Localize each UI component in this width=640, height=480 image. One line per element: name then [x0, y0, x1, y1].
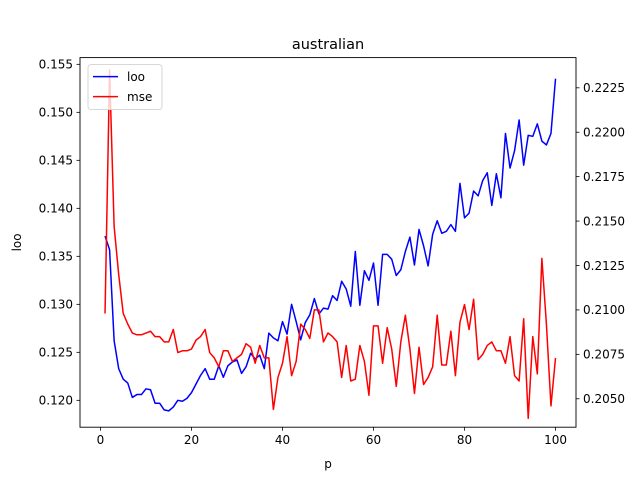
- y-left-tick-label: 0.140: [39, 202, 73, 216]
- y-right-tick-label: 0.2075: [583, 348, 625, 362]
- y-left-tick-label: 0.150: [39, 106, 73, 120]
- y-right-tick-label: 0.2100: [583, 303, 625, 317]
- y-axis-right: 0.2050 0.2075 0.2100 0.2125 0.2150 0.2175 0.22…: [576, 81, 625, 406]
- y-right-tick-label: 0.2200: [583, 126, 625, 140]
- y-left-tick-label: 0.135: [39, 250, 73, 264]
- x-tick-label: 100: [544, 433, 567, 447]
- x-tick-label: 20: [184, 433, 199, 447]
- y-left-tick-label: 0.130: [39, 298, 73, 312]
- x-axis-label: p: [324, 457, 332, 471]
- y-left-tick-label: 0.145: [39, 154, 73, 168]
- legend-label-mse: mse: [127, 90, 152, 104]
- y-left-tick-label: 0.125: [39, 346, 73, 360]
- legend: loo mse: [87, 64, 163, 110]
- y-left-tick-label: 0.155: [39, 58, 73, 72]
- chart-title: australian: [292, 37, 364, 53]
- y-axis-label: loo: [10, 233, 24, 251]
- y-right-tick-label: 0.2225: [583, 81, 625, 95]
- x-tick-label: 60: [366, 433, 381, 447]
- x-axis: 0 20 40 60 80 100: [97, 427, 567, 447]
- series-line-mse: [104, 69, 557, 420]
- y-right-tick-label: 0.2175: [583, 170, 625, 184]
- x-tick-label: 40: [275, 433, 290, 447]
- y-left-tick-label: 0.120: [39, 394, 73, 408]
- y-right-tick-label: 0.2050: [583, 392, 625, 406]
- y-right-tick-label: 0.2125: [583, 259, 625, 273]
- legend-label-loo: loo: [127, 70, 145, 84]
- x-tick-label: 0: [97, 433, 105, 447]
- plot-frame: [79, 57, 577, 428]
- y-right-tick-label: 0.2150: [583, 214, 625, 228]
- series-line-loo: [104, 78, 557, 412]
- plot-lines: [104, 69, 557, 420]
- x-tick-label: 80: [457, 433, 472, 447]
- y-axis-left: 0.120 0.125 0.130 0.135 0.140 0.145 0.150 0.155: [39, 58, 80, 408]
